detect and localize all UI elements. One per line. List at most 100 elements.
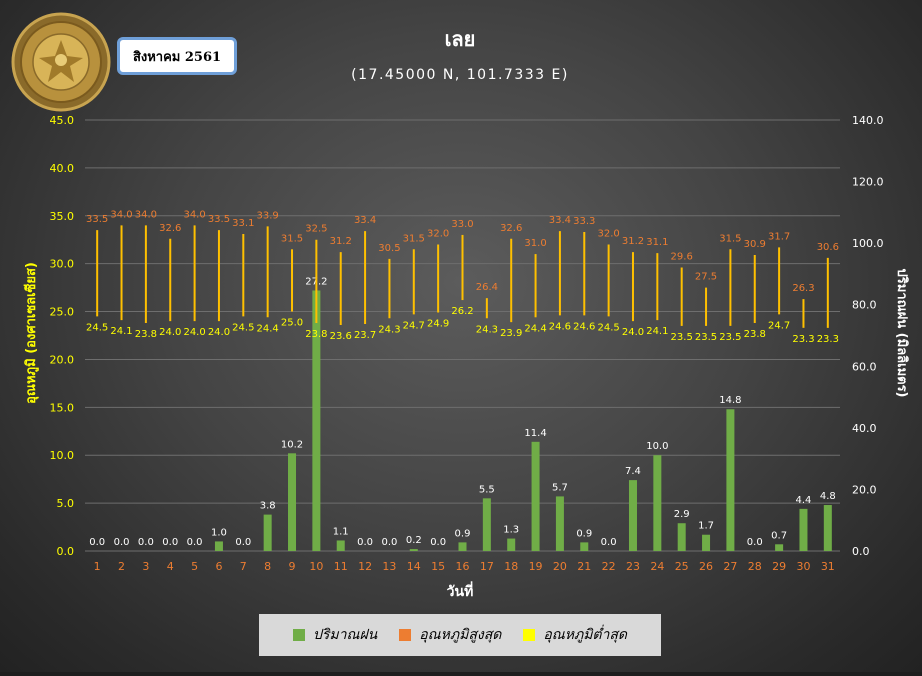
right-axis-label: ปริมาณฝน (มิลลิเมตร) <box>894 268 909 397</box>
rain-value-label: 5.7 <box>552 482 568 493</box>
tmin-label: 24.0 <box>183 327 205 338</box>
tmax-label: 30.9 <box>744 239 766 250</box>
x-tick-label: 3 <box>142 560 149 573</box>
rain-value-label: 14.8 <box>719 395 741 406</box>
rain-bar <box>288 453 297 551</box>
left-tick-label: 40.0 <box>50 162 75 175</box>
tmax-label: 32.6 <box>500 223 522 234</box>
rain-value-label: 0.0 <box>114 537 130 548</box>
rain-bar <box>312 290 321 551</box>
tmin-label: 24.4 <box>524 323 546 334</box>
rain-value-label: 0.0 <box>235 537 251 548</box>
rain-value-label: 10.0 <box>646 441 668 452</box>
left-tick-label: 45.0 <box>50 114 75 127</box>
x-tick-label: 31 <box>821 560 835 573</box>
right-tick-label: 80.0 <box>852 299 877 312</box>
rain-bar <box>775 544 784 551</box>
tmax-label: 33.4 <box>354 215 376 226</box>
x-tick-label: 9 <box>289 560 296 573</box>
rain-bar <box>702 534 711 551</box>
left-tick-label: 0.0 <box>57 545 75 558</box>
x-tick-label: 13 <box>382 560 396 573</box>
tmin-label: 24.5 <box>232 322 254 333</box>
x-tick-label: 5 <box>191 560 198 573</box>
x-tick-label: 17 <box>480 560 494 573</box>
rain-value-label: 10.2 <box>281 439 303 450</box>
x-tick-label: 28 <box>748 560 762 573</box>
x-tick-label: 7 <box>240 560 247 573</box>
x-tick-label: 8 <box>264 560 271 573</box>
tmin-label: 23.5 <box>671 332 693 343</box>
x-tick-label: 4 <box>167 560 174 573</box>
tmax-label: 34.0 <box>135 209 157 220</box>
x-tick-label: 25 <box>675 560 689 573</box>
tmax-label: 33.5 <box>86 214 108 225</box>
legend-swatch-tmax <box>399 629 412 641</box>
period-label: สิงหาคม 2561 <box>117 37 237 75</box>
legend-swatch-tmin <box>523 629 536 641</box>
tmin-label: 24.0 <box>622 327 644 338</box>
x-tick-label: 19 <box>529 560 543 573</box>
tmax-label: 32.6 <box>159 223 181 234</box>
tmin-label: 24.3 <box>476 324 498 335</box>
rain-value-label: 0.0 <box>747 537 763 548</box>
rain-value-label: 11.4 <box>524 428 546 439</box>
rain-value-label: 0.0 <box>187 537 203 548</box>
legend-label-tmax: อุณหภูมิสูงสุด <box>419 627 502 643</box>
right-tick-label: 120.0 <box>852 176 884 189</box>
tmax-label: 26.4 <box>476 282 498 293</box>
x-tick-label: 6 <box>215 560 222 573</box>
tmax-label: 34.0 <box>110 209 132 220</box>
rain-value-label: 5.5 <box>479 484 495 495</box>
rain-value-label: 2.9 <box>674 509 690 520</box>
tmin-label: 23.8 <box>305 329 327 340</box>
rain-bar <box>336 540 345 551</box>
right-tick-label: 40.0 <box>852 422 877 435</box>
chart-subtitle: (17.45000 N, 101.7333 E) <box>351 67 569 83</box>
rain-bar <box>214 541 223 551</box>
tmax-label: 32.5 <box>305 224 327 235</box>
tmax-label: 32.0 <box>597 229 619 240</box>
rain-value-label: 0.0 <box>357 537 373 548</box>
rain-value-label: 4.4 <box>796 495 812 506</box>
rain-bar <box>823 505 832 551</box>
x-axis-ticks: 1 2 3 4 5 6 7 8 9 10 11 12 13 14 15 16 17 18 19 20 21 22 23 24 2… <box>94 560 835 573</box>
rain-value-label: 0.9 <box>576 528 592 539</box>
rain-bar <box>482 498 491 551</box>
tmax-label: 34.0 <box>183 209 205 220</box>
x-tick-label: 21 <box>577 560 591 573</box>
chart-title: เลย <box>445 27 476 51</box>
tmax-label: 31.0 <box>524 238 546 249</box>
tmin-label: 24.4 <box>257 323 279 334</box>
tmax-label: 26.3 <box>792 283 814 294</box>
rain-bar <box>726 409 735 551</box>
x-tick-label: 22 <box>602 560 616 573</box>
rain-value-label: 1.7 <box>698 521 714 532</box>
rain-value-label: 4.8 <box>820 491 836 502</box>
rain-value-label: 1.3 <box>503 525 519 536</box>
tmin-label: 25.0 <box>281 318 303 329</box>
tmin-label: 24.1 <box>110 326 132 337</box>
left-tick-label: 25.0 <box>50 306 75 319</box>
x-tick-label: 30 <box>796 560 810 573</box>
tmin-label: 23.7 <box>354 330 376 341</box>
tmin-label: 23.9 <box>500 328 522 339</box>
tmin-label: 24.0 <box>208 327 230 338</box>
tmin-label: 24.5 <box>597 322 619 333</box>
left-axis-label: อุณหภูมิ (องศาเซลเซียส) <box>23 262 39 404</box>
tmin-label: 24.0 <box>159 327 181 338</box>
x-tick-label: 23 <box>626 560 640 573</box>
tmin-label: 23.3 <box>817 334 839 345</box>
left-tick-label: 30.0 <box>50 258 75 271</box>
right-tick-label: 100.0 <box>852 237 884 250</box>
right-tick-label: 60.0 <box>852 360 877 373</box>
left-tick-label: 35.0 <box>50 210 75 223</box>
rain-bar <box>531 441 540 551</box>
tmax-label: 33.4 <box>549 215 571 226</box>
rain-value-label: 0.0 <box>162 537 178 548</box>
tmax-label: 27.5 <box>695 272 717 283</box>
tmin-label: 24.7 <box>403 320 425 331</box>
rain-value-label: 0.7 <box>771 530 787 541</box>
